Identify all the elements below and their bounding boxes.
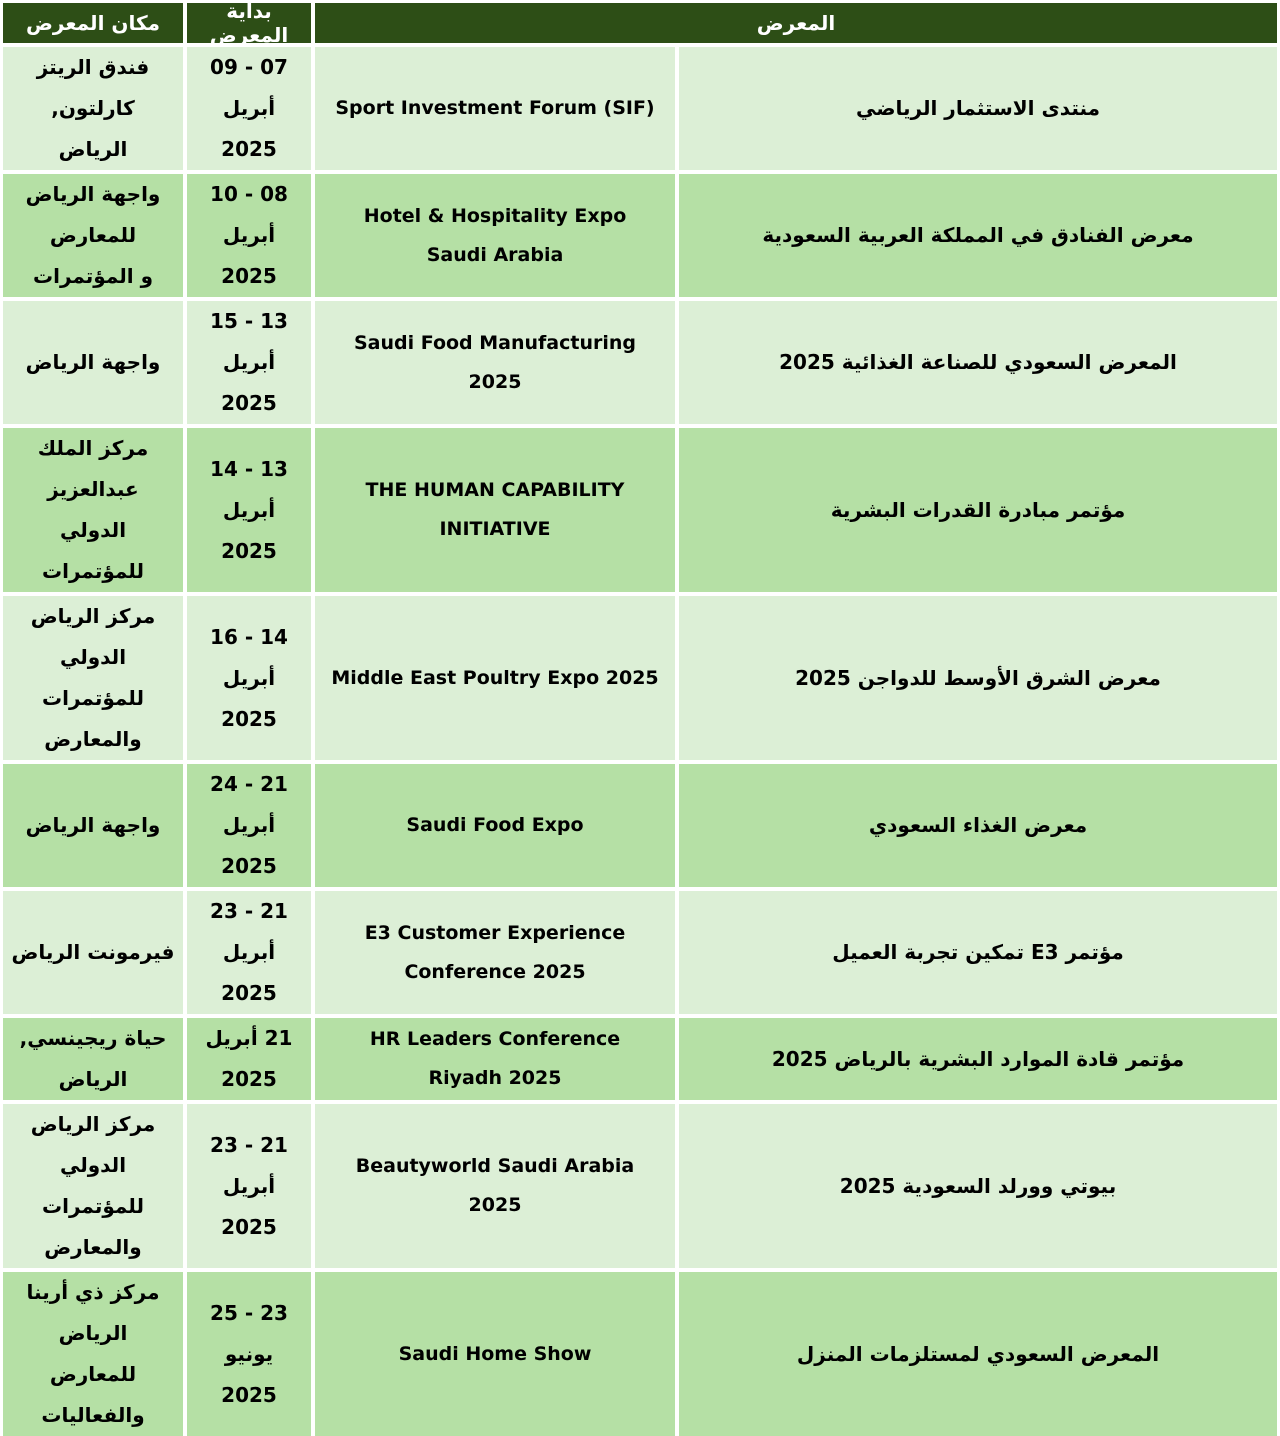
location-cell: واجهة الرياض للمعارض و المؤتمرات bbox=[3, 174, 183, 297]
event-name-ar-cell: المعرض السعودي للصناعة الغذائية 2025 bbox=[679, 301, 1277, 424]
event-name-ar-cell: منتدى الاستثمار الرياضي bbox=[679, 47, 1277, 170]
event-name-en-cell: Saudi Food Expo bbox=[315, 764, 675, 887]
event-name-ar-cell: معرض الشرق الأوسط للدواجن 2025 bbox=[679, 596, 1277, 760]
date-cell: 14 - 16 أبريل 2025 bbox=[187, 596, 311, 760]
event-name-en-cell: Middle East Poultry Expo 2025 bbox=[315, 596, 675, 760]
header-start-date: بداية المعرض bbox=[187, 0, 311, 47]
date-cell: 07 - 09 أبريل 2025 bbox=[187, 47, 311, 170]
event-name-en-cell: Saudi Home Show bbox=[315, 1272, 675, 1436]
location-cell: واجهة الرياض bbox=[3, 301, 183, 424]
event-name-en-cell: HR Leaders Conference Riyadh 2025 bbox=[315, 1018, 675, 1100]
event-name-en-cell: THE HUMAN CAPABILITY INITIATIVE bbox=[315, 428, 675, 592]
location-cell: مركز الرياض الدولي للمؤتمرات والمعارض bbox=[3, 596, 183, 760]
date-cell: 21 - 24 أبريل 2025 bbox=[187, 764, 311, 887]
event-name-ar-cell: مؤتمر مبادرة القدرات البشرية bbox=[679, 428, 1277, 592]
event-name-ar-cell: مؤتمر E3 تمكين تجربة العميل bbox=[679, 891, 1277, 1014]
header-exhibition: المعرض bbox=[315, 3, 1277, 43]
event-name-en-cell: Beautyworld Saudi Arabia 2025 bbox=[315, 1104, 675, 1268]
event-name-ar-cell: بيوتي وورلد السعودية 2025 bbox=[679, 1104, 1277, 1268]
location-cell: فندق الريتز كارلتون, الرياض bbox=[3, 47, 183, 170]
date-cell: 13 - 15 أبريل 2025 bbox=[187, 301, 311, 424]
date-cell: 21 - 23 أبريل 2025 bbox=[187, 891, 311, 1014]
exhibitions-table: مكان المعرض بداية المعرض المعرض فندق الر… bbox=[3, 0, 1277, 1436]
location-cell: مركز الملك عبدالعزيز الدولي للمؤتمرات bbox=[3, 428, 183, 592]
date-cell: 21 أبريل 2025 bbox=[187, 1018, 311, 1100]
event-name-ar-cell: مؤتمر قادة الموارد البشرية بالرياض 2025 bbox=[679, 1018, 1277, 1100]
header-location: مكان المعرض bbox=[3, 3, 183, 43]
date-cell: 23 - 25 يونيو 2025 bbox=[187, 1272, 311, 1436]
event-name-ar-cell: المعرض السعودي لمستلزمات المنزل bbox=[679, 1272, 1277, 1436]
event-name-en-cell: Saudi Food Manufacturing 2025 bbox=[315, 301, 675, 424]
date-cell: 21 - 23 أبريل 2025 bbox=[187, 1104, 311, 1268]
date-cell: 08 - 10 أبريل 2025 bbox=[187, 174, 311, 297]
location-cell: واجهة الرياض bbox=[3, 764, 183, 887]
event-name-ar-cell: معرض الغذاء السعودي bbox=[679, 764, 1277, 887]
event-name-en-cell: Hotel & Hospitality Expo Saudi Arabia bbox=[315, 174, 675, 297]
location-cell: مركز ذي أرينا الرياض للمعارض والفعاليات bbox=[3, 1272, 183, 1436]
event-name-en-cell: E3 Customer Experience Conference 2025 bbox=[315, 891, 675, 1014]
event-name-en-cell: Sport Investment Forum (SIF) bbox=[315, 47, 675, 170]
location-cell: مركز الرياض الدولي للمؤتمرات والمعارض bbox=[3, 1104, 183, 1268]
date-cell: 13 - 14 أبريل 2025 bbox=[187, 428, 311, 592]
location-cell: حياة ريجينسي, الرياض bbox=[3, 1018, 183, 1100]
event-name-ar-cell: معرض الفنادق في المملكة العربية السعودية bbox=[679, 174, 1277, 297]
location-cell: فيرمونت الرياض bbox=[3, 891, 183, 1014]
